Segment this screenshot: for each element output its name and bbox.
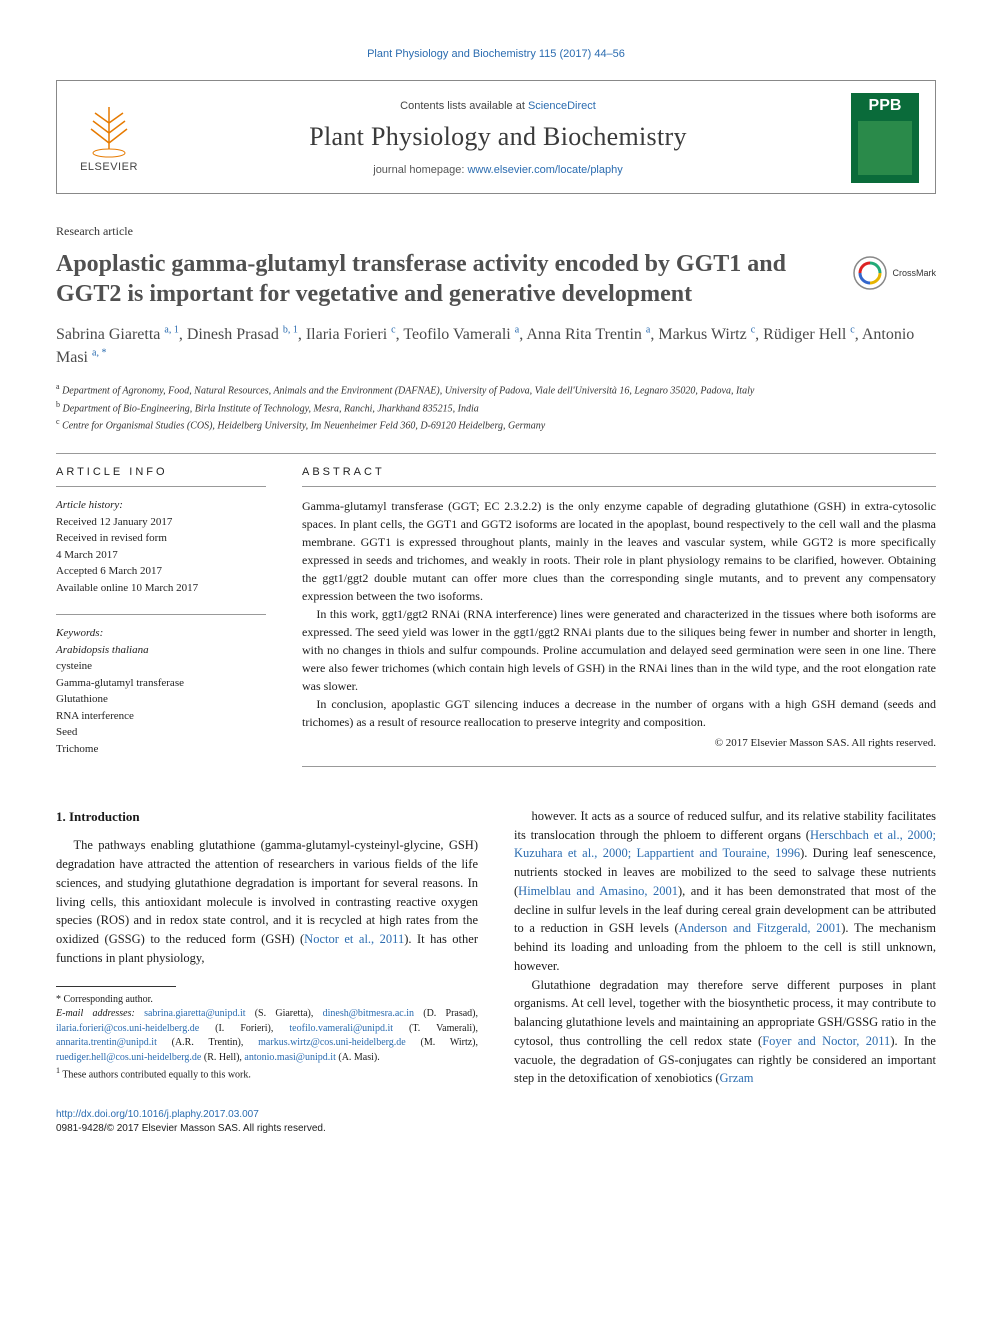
history-revised-date: 4 March 2017 <box>56 547 266 564</box>
affiliation: a Department of Agronomy, Food, Natural … <box>56 381 936 398</box>
equal-contribution-note: 1 These authors contributed equally to t… <box>56 1065 478 1083</box>
author: Anna Rita Trentin a <box>526 326 650 343</box>
article-type: Research article <box>56 224 936 239</box>
citation-link[interactable]: Foyer and Noctor, 2011 <box>762 1034 890 1048</box>
article-title: Apoplastic gamma-glutamyl transferase ac… <box>56 249 832 309</box>
history-label: Article history: <box>56 497 266 514</box>
keyword: cysteine <box>56 658 266 675</box>
body-left-column: 1. Introduction The pathways enabling gl… <box>56 807 478 1088</box>
email-addresses: E-mail addresses: sabrina.giaretta@unipd… <box>56 1007 478 1065</box>
citation-link[interactable]: Herschbach et al., 2000; Kuzuhara et al.… <box>514 828 936 861</box>
history-received: Received 12 January 2017 <box>56 514 266 531</box>
keyword: Arabidopsis thaliana <box>56 642 266 659</box>
citation-header: Plant Physiology and Biochemistry 115 (2… <box>56 48 936 60</box>
citation-link[interactable]: Noctor et al., 2011 <box>304 932 404 946</box>
abstract-text: Gamma-glutamyl transferase (GGT; EC 2.3.… <box>302 497 936 752</box>
intro-right-para-2: Glutathione degradation may therefore se… <box>514 976 936 1089</box>
author: Ilaria Forieri c <box>306 326 396 343</box>
email-link[interactable]: annarita.trentin@unipd.it <box>56 1037 157 1048</box>
footnote-rule <box>56 986 176 987</box>
footnotes: * Corresponding author. E-mail addresses… <box>56 993 478 1083</box>
abstract-copyright: © 2017 Elsevier Masson SAS. All rights r… <box>302 735 936 752</box>
intro-right-para-1: however. It acts as a source of reduced … <box>514 807 936 976</box>
author: Markus Wirtz c <box>658 326 755 343</box>
divider <box>56 486 266 487</box>
crossmark-label: CrossMark <box>892 268 936 278</box>
divider <box>302 486 936 487</box>
sciencedirect-link[interactable]: ScienceDirect <box>528 100 596 112</box>
journal-name: Plant Physiology and Biochemistry <box>163 122 833 152</box>
abstract-column: ABSTRACT Gamma-glutamyl transferase (GGT… <box>302 466 936 767</box>
doi-link[interactable]: http://dx.doi.org/10.1016/j.plaphy.2017.… <box>56 1109 259 1120</box>
email-link[interactable]: teofilo.vamerali@unipd.it <box>289 1023 393 1034</box>
homepage-prefix: journal homepage: <box>373 164 467 176</box>
body-columns: 1. Introduction The pathways enabling gl… <box>56 807 936 1088</box>
abstract-label: ABSTRACT <box>302 466 936 478</box>
email-link[interactable]: ruediger.hell@cos.uni-heidelberg.de <box>56 1052 201 1063</box>
keyword: Gamma-glutamyl transferase <box>56 675 266 692</box>
elsevier-tree-icon <box>81 103 137 159</box>
contents-available-line: Contents lists available at ScienceDirec… <box>163 100 833 112</box>
history-online: Available online 10 March 2017 <box>56 580 266 597</box>
author-list: Sabrina Giaretta a, 1, Dinesh Prasad b, … <box>56 323 936 369</box>
publisher-logo: ELSEVIER <box>73 103 145 173</box>
article-info-label: ARTICLE INFO <box>56 466 266 478</box>
author: Teofilo Vamerali a <box>403 326 519 343</box>
citation-link[interactable]: Anderson and Fitzgerald, 2001 <box>679 921 842 935</box>
keyword: Seed <box>56 724 266 741</box>
cover-abbrev: PPB <box>869 97 902 115</box>
journal-header-box: ELSEVIER Contents lists available at Sci… <box>56 80 936 194</box>
title-row: Apoplastic gamma-glutamyl transferase ac… <box>56 249 936 309</box>
crossmark-icon <box>852 255 888 291</box>
affiliation: b Department of Bio-Engineering, Birla I… <box>56 399 936 416</box>
abstract-para-3: In conclusion, apoplastic GGT silencing … <box>302 695 936 731</box>
history-accepted: Accepted 6 March 2017 <box>56 563 266 580</box>
contents-prefix: Contents lists available at <box>400 100 528 112</box>
email-link[interactable]: markus.wirtz@cos.uni-heidelberg.de <box>258 1037 406 1048</box>
intro-left-para: The pathways enabling glutathione (gamma… <box>56 836 478 967</box>
info-abstract-row: ARTICLE INFO Article history: Received 1… <box>56 466 936 767</box>
keyword: Trichome <box>56 741 266 758</box>
author: Sabrina Giaretta a, 1 <box>56 326 179 343</box>
divider <box>302 766 936 767</box>
history-revised: Received in revised form <box>56 530 266 547</box>
body-right-column: however. It acts as a source of reduced … <box>514 807 936 1088</box>
affiliation: c Centre for Organismal Studies (COS), H… <box>56 416 936 433</box>
intro-heading: 1. Introduction <box>56 807 478 827</box>
bottom-bar: http://dx.doi.org/10.1016/j.plaphy.2017.… <box>56 1108 936 1136</box>
citation-link[interactable]: Himelblau and Amasino, 2001 <box>518 884 678 898</box>
email-link[interactable]: ilaria.forieri@cos.uni-heidelberg.de <box>56 1023 199 1034</box>
article-info-column: ARTICLE INFO Article history: Received 1… <box>56 466 266 767</box>
journal-homepage-line: journal homepage: www.elsevier.com/locat… <box>163 164 833 176</box>
email-link[interactable]: sabrina.giaretta@unipd.it <box>144 1008 245 1019</box>
keyword: RNA interference <box>56 708 266 725</box>
cover-image-placeholder <box>858 121 912 175</box>
abstract-para-1: Gamma-glutamyl transferase (GGT; EC 2.3.… <box>302 497 936 605</box>
crossmark-badge[interactable]: CrossMark <box>852 255 936 291</box>
article-history: Article history: Received 12 January 201… <box>56 497 266 596</box>
header-center: Contents lists available at ScienceDirec… <box>163 100 833 176</box>
journal-homepage-link[interactable]: www.elsevier.com/locate/plaphy <box>467 164 622 176</box>
publisher-name: ELSEVIER <box>80 161 138 173</box>
email-link[interactable]: dinesh@bitmesra.ac.in <box>323 1008 414 1019</box>
author: Dinesh Prasad b, 1 <box>187 326 298 343</box>
issn-copyright: 0981-9428/© 2017 Elsevier Masson SAS. Al… <box>56 1122 936 1136</box>
affiliation-list: a Department of Agronomy, Food, Natural … <box>56 381 936 433</box>
corresponding-author-note: * Corresponding author. <box>56 993 478 1008</box>
author: Rüdiger Hell c <box>763 326 855 343</box>
citation-link[interactable]: Grzam <box>720 1071 754 1085</box>
journal-cover-thumbnail: PPB <box>851 93 919 183</box>
divider <box>56 453 936 454</box>
divider <box>56 614 266 615</box>
keyword: Glutathione <box>56 691 266 708</box>
keywords-block: Keywords: Arabidopsis thalianacysteineGa… <box>56 625 266 757</box>
keywords-label: Keywords: <box>56 625 266 642</box>
email-link[interactable]: antonio.masi@unipd.it <box>244 1052 335 1063</box>
abstract-para-2: In this work, ggt1/ggt2 RNAi (RNA interf… <box>302 605 936 695</box>
